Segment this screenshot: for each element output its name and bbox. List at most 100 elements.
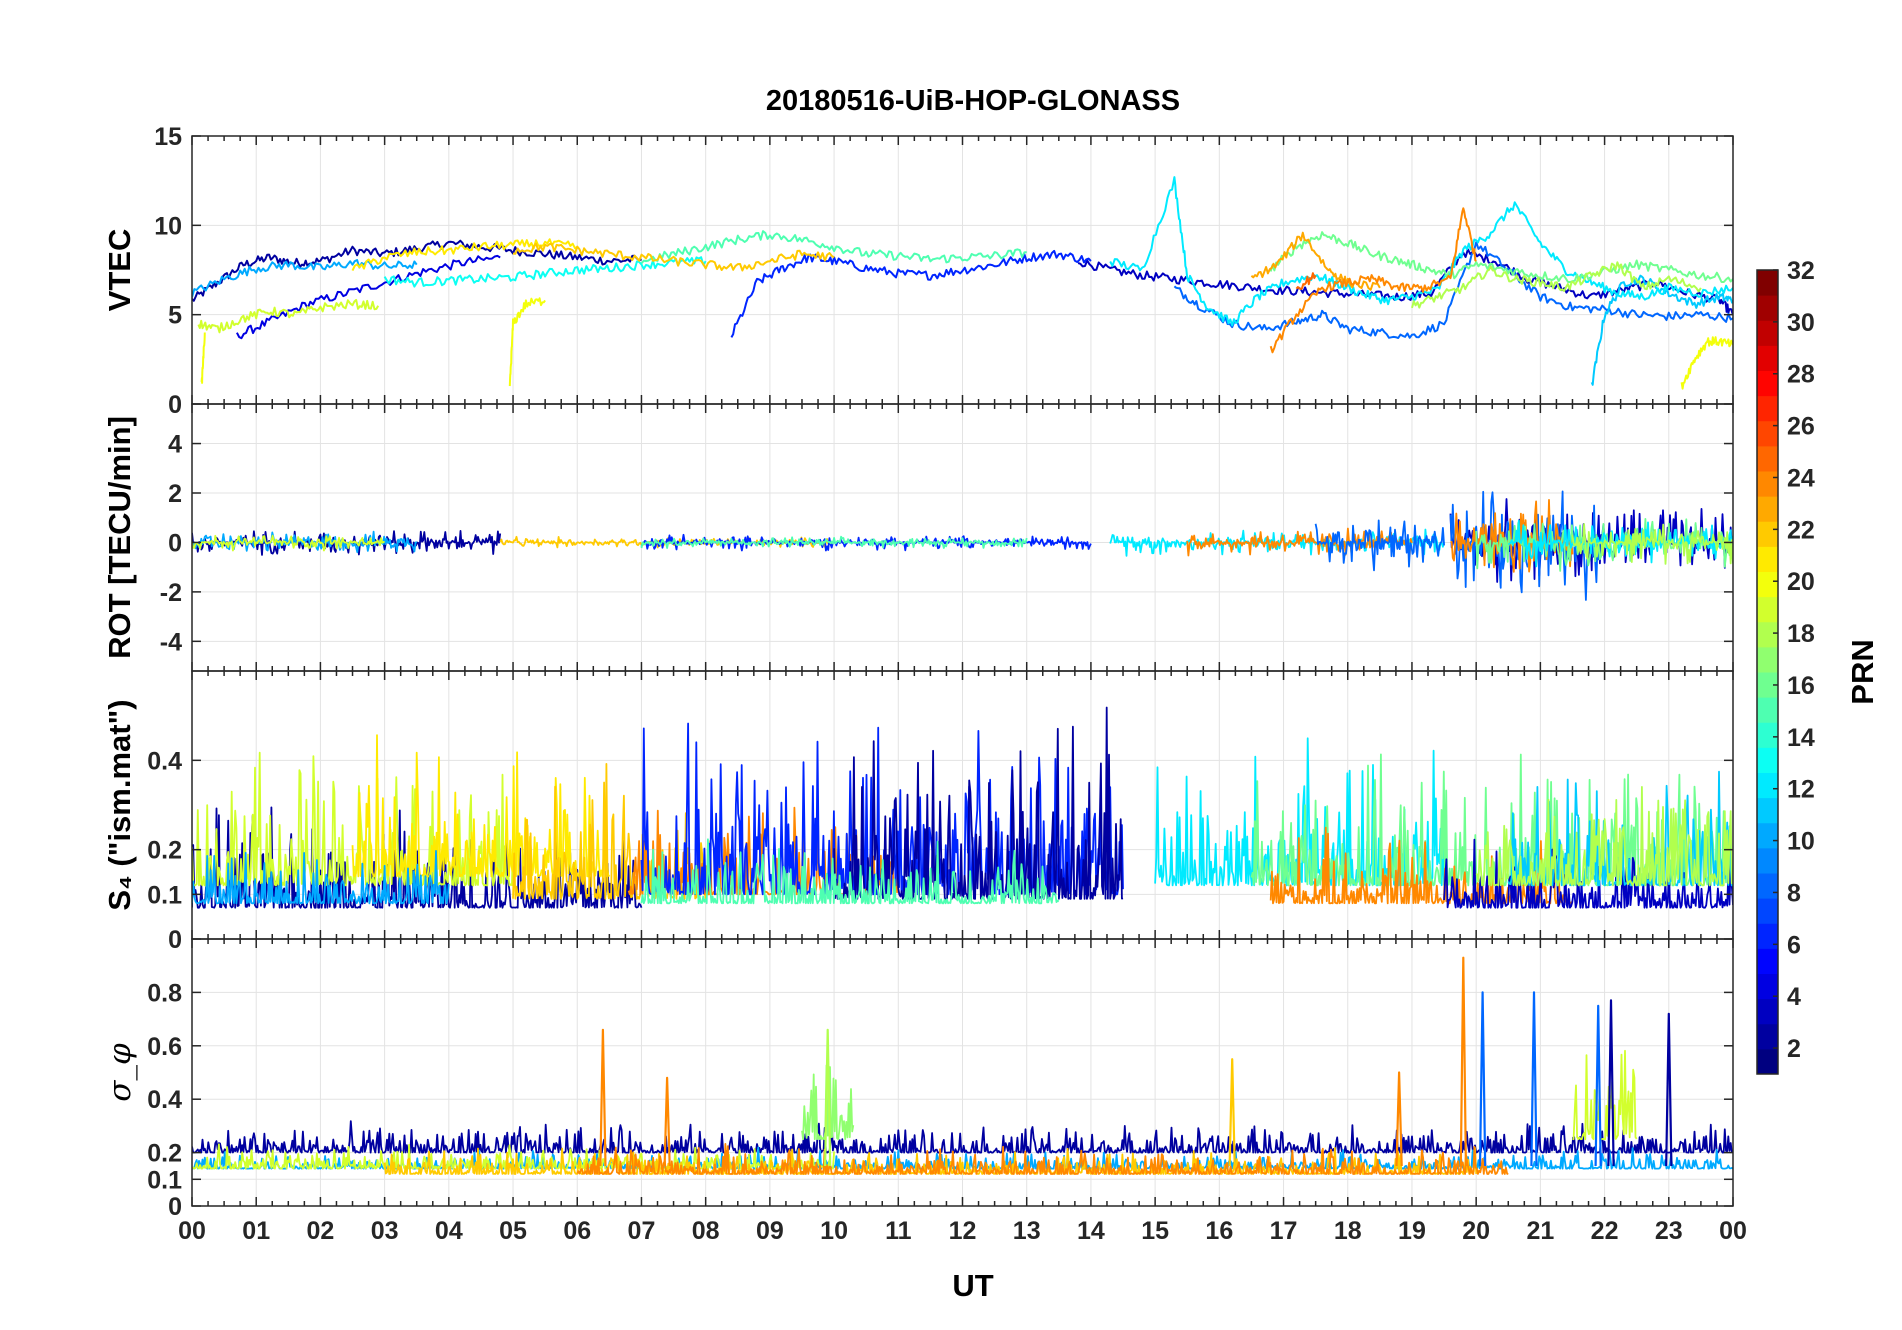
y-tick-label: 0.8 bbox=[147, 979, 182, 1007]
colorbar-bin bbox=[1757, 471, 1778, 497]
data-layer bbox=[192, 176, 1733, 390]
x-tick-label: 08 bbox=[692, 1217, 720, 1245]
series-prn-20 bbox=[1680, 336, 1733, 390]
y-tick-label: 5 bbox=[168, 302, 182, 330]
series-prn-18 bbox=[824, 1028, 832, 1167]
colorbar-tick-label: 10 bbox=[1787, 828, 1815, 856]
x-tick-label: 22 bbox=[1591, 1217, 1619, 1245]
y-tick-label: 0 bbox=[168, 529, 182, 557]
series-prn-18 bbox=[1571, 523, 1733, 565]
y-tick-label: 0.2 bbox=[147, 1140, 182, 1168]
series-prn-4 bbox=[236, 254, 501, 340]
colorbar-bin bbox=[1757, 1023, 1778, 1050]
x-tick-label: 11 bbox=[885, 1217, 912, 1245]
colorbar-bin bbox=[1757, 345, 1778, 371]
y-tick-label: 0.1 bbox=[147, 881, 182, 909]
series-prn-19 bbox=[192, 534, 385, 552]
series-prn-24 bbox=[663, 1076, 671, 1167]
colorbar-bin bbox=[1757, 496, 1778, 522]
series-prn-19 bbox=[197, 298, 380, 334]
x-tick-label: 02 bbox=[307, 1217, 335, 1245]
x-tick-label: 07 bbox=[628, 1217, 656, 1245]
data-layer bbox=[192, 956, 1733, 1175]
colorbar-tick-label: 16 bbox=[1787, 672, 1815, 700]
colorbar-tick-label: 2 bbox=[1787, 1035, 1801, 1063]
panel-1: 0 5 10 15 VTEC bbox=[102, 123, 1734, 419]
series-prn-23 bbox=[1250, 231, 1381, 291]
y-tick-label: 2 bbox=[168, 480, 182, 508]
y-tick-label: 0 bbox=[168, 926, 182, 954]
colorbar-tick-label: 22 bbox=[1787, 516, 1815, 544]
x-tick-label: 00 bbox=[1719, 1217, 1747, 1245]
colorbar-bin bbox=[1757, 596, 1778, 623]
data-layer bbox=[192, 706, 1733, 909]
x-tick-label: 23 bbox=[1655, 1217, 1683, 1245]
series-prn-19 bbox=[1572, 1049, 1638, 1141]
x-ticks bbox=[191, 939, 1734, 1206]
x-tick-label: 17 bbox=[1270, 1217, 1298, 1245]
x-tick-label: 18 bbox=[1334, 1217, 1362, 1245]
x-tick-label: 01 bbox=[242, 1217, 270, 1245]
y-axis-label: ROT [TECU/min] bbox=[102, 416, 137, 659]
colorbar-bin bbox=[1757, 420, 1778, 447]
series-prn-15 bbox=[640, 535, 1028, 549]
y-tick-label: -2 bbox=[160, 579, 182, 607]
series-prn-18 bbox=[1411, 261, 1702, 309]
colorbar-bin bbox=[1757, 722, 1778, 748]
series-prn-8 bbox=[1173, 241, 1733, 339]
colorbar-bin bbox=[1757, 295, 1778, 321]
colorbar-tick-label: 30 bbox=[1787, 309, 1815, 337]
x-tick-label: 05 bbox=[499, 1217, 527, 1245]
colorbar-bin bbox=[1757, 697, 1778, 723]
colorbar-tick-label: 4 bbox=[1787, 983, 1801, 1011]
x-tick-label: 14 bbox=[1077, 1217, 1105, 1245]
x-tick-label: 20 bbox=[1462, 1217, 1490, 1245]
y-tick-label: 15 bbox=[154, 123, 182, 151]
series-prn-2 bbox=[1665, 1012, 1673, 1167]
series-prn-13 bbox=[383, 256, 707, 288]
x-tick-label: 12 bbox=[949, 1217, 977, 1245]
colorbar-bin bbox=[1757, 948, 1778, 974]
series-prn-24 bbox=[1459, 956, 1467, 1167]
series-prn-8 bbox=[1314, 519, 1445, 572]
series-prn-8 bbox=[1594, 1004, 1602, 1167]
series-prn-24 bbox=[576, 1143, 1509, 1175]
series-prn-2 bbox=[192, 1120, 1733, 1154]
y-tick-label: 0.1 bbox=[147, 1166, 182, 1194]
chart-title: 20180516-UiB-HOP-GLONASS bbox=[766, 85, 1180, 117]
x-tick-label: 16 bbox=[1205, 1217, 1233, 1245]
data-layer bbox=[192, 490, 1733, 601]
series-prn-2 bbox=[1607, 999, 1615, 1167]
colorbar-bin bbox=[1757, 797, 1778, 824]
series-prn-10 bbox=[192, 259, 418, 298]
series-prn-15 bbox=[640, 838, 1060, 905]
colorbar-label: PRN bbox=[1845, 639, 1880, 704]
colorbar-tick-label: 24 bbox=[1787, 464, 1815, 492]
colorbar-bin bbox=[1757, 1048, 1778, 1075]
colorbar-bin bbox=[1757, 772, 1778, 799]
x-tick-label: 09 bbox=[756, 1217, 784, 1245]
series-prn-17 bbox=[801, 1064, 855, 1141]
series-prn-21 bbox=[351, 734, 611, 878]
panel-2: -4 -2 0 2 4 ROT [TECU/min] bbox=[102, 403, 1734, 672]
series-prn-18 bbox=[1475, 786, 1733, 887]
colorbar-tick-label: 6 bbox=[1787, 931, 1801, 959]
colorbar-bin bbox=[1757, 822, 1778, 849]
series-prn-8 bbox=[1530, 991, 1538, 1167]
x-tick-label: 04 bbox=[435, 1217, 463, 1245]
panel-4: 00.10.2 0.4 0.6 0.8 σ_φ bbox=[102, 938, 1734, 1221]
series-prn-3 bbox=[1443, 838, 1733, 909]
colorbar-tick-label: 20 bbox=[1787, 568, 1815, 596]
series-prn-15 bbox=[640, 230, 1027, 264]
colorbar-tick-label: 8 bbox=[1787, 879, 1801, 907]
y-tick-label: -4 bbox=[160, 628, 182, 656]
series-prn-20 bbox=[508, 297, 546, 387]
x-tick-label: 10 bbox=[820, 1217, 848, 1245]
colorbar-bin bbox=[1757, 445, 1778, 472]
colorbar-bin bbox=[1757, 998, 1778, 1025]
x-tick-label: 00 bbox=[178, 1217, 206, 1245]
x-tick-label: 15 bbox=[1141, 1217, 1169, 1245]
y-tick-label: 10 bbox=[154, 212, 182, 240]
